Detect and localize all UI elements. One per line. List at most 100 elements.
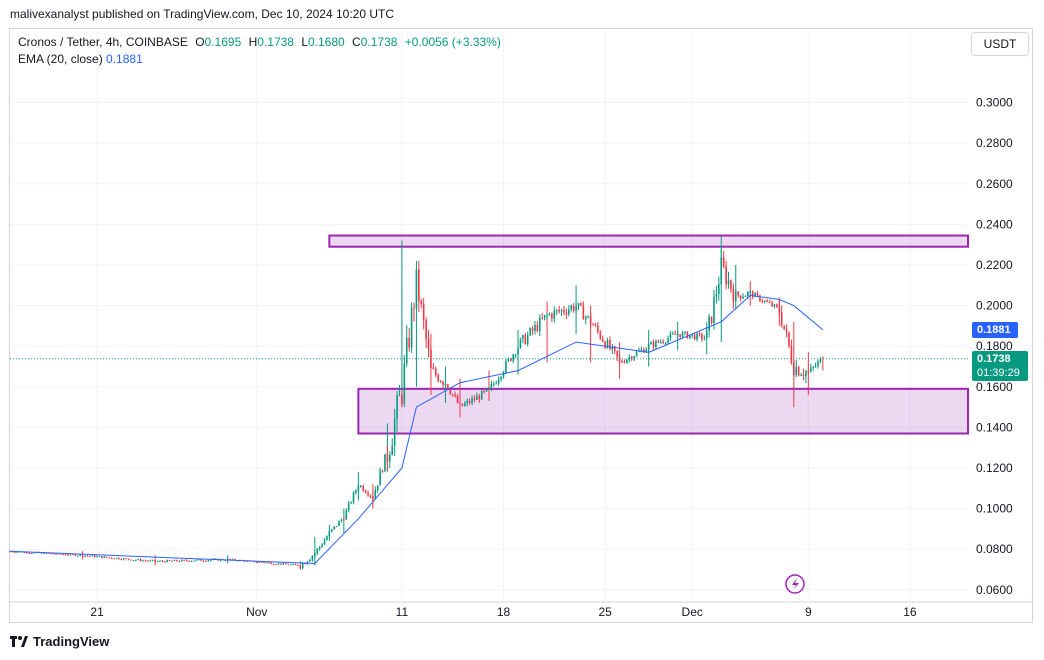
- y-tick-label: 0.2200: [976, 258, 1013, 272]
- candle-body: [304, 563, 306, 565]
- candle-body: [188, 560, 190, 562]
- candle-body: [674, 333, 677, 335]
- candle-body: [28, 552, 31, 554]
- lightning-icon[interactable]: [785, 574, 805, 594]
- low-value: 0.1680: [308, 35, 345, 49]
- candle-body: [761, 300, 764, 302]
- candle-body: [759, 295, 761, 301]
- tradingview-logo[interactable]: TradingView: [10, 634, 109, 649]
- candles: [9, 236, 824, 570]
- candle-body: [161, 560, 164, 562]
- candle-body: [190, 560, 193, 562]
- candle-body: [805, 371, 807, 377]
- candle-body: [74, 554, 77, 556]
- candle-body: [364, 490, 367, 493]
- candle-body: [662, 341, 664, 343]
- candle-body: [432, 368, 435, 370]
- candle-body: [715, 294, 718, 297]
- candle-body: [582, 305, 585, 320]
- candle-body: [427, 339, 430, 350]
- candle-body: [134, 559, 137, 561]
- last-price-tag: 0.1738 01:39:29: [972, 350, 1028, 381]
- candle-body: [645, 349, 648, 353]
- y-axis[interactable]: 0.3000 0.2800 0.2600 0.2400 0.2200 0.2000 0.18…: [976, 96, 1013, 597]
- candle-body: [147, 560, 149, 562]
- candle-body: [635, 351, 638, 357]
- candle-body: [420, 301, 423, 305]
- candle-body: [802, 375, 805, 377]
- candle-body: [597, 325, 599, 332]
- candle-body: [517, 348, 519, 355]
- candle-body: [393, 419, 396, 446]
- currency-button[interactable]: USDT: [971, 32, 1029, 56]
- candle-body: [76, 555, 79, 557]
- candle-body: [311, 555, 314, 560]
- candle-body: [292, 564, 294, 566]
- candle-body: [575, 305, 577, 311]
- candle-body: [766, 300, 769, 302]
- candle-body: [643, 349, 645, 353]
- candle-body: [224, 560, 227, 562]
- change-value: +0.0056 (+3.33%): [404, 35, 501, 49]
- candle-body: [783, 325, 785, 329]
- ema-label[interactable]: EMA (20, close): [18, 52, 103, 66]
- candle-body: [705, 330, 708, 339]
- candle-body: [606, 340, 609, 348]
- candle-body: [137, 559, 140, 561]
- candle-body: [45, 552, 48, 554]
- candle-body: [539, 317, 541, 332]
- candle-body: [362, 485, 365, 491]
- y-tick-label: 0.2400: [976, 217, 1013, 231]
- symbol-title[interactable]: Cronos / Tether, 4h, COINBASE: [18, 35, 188, 49]
- candle-body: [86, 555, 89, 557]
- candle-body: [195, 559, 198, 561]
- candle-body: [768, 301, 771, 303]
- open-label: O: [195, 35, 205, 49]
- candle-body: [754, 293, 756, 298]
- candle-body: [461, 403, 464, 406]
- candle-body: [437, 375, 439, 382]
- candle-body: [507, 358, 510, 362]
- candle-body: [277, 563, 280, 565]
- candle-body: [652, 342, 655, 348]
- candle-body: [200, 559, 202, 561]
- candle-body: [103, 556, 106, 558]
- candle-body: [142, 560, 144, 562]
- ema-legend: EMA (20, close) 0.1881: [18, 52, 143, 66]
- candle-body: [115, 557, 118, 559]
- candle-body: [568, 309, 570, 315]
- candle-body: [309, 559, 311, 562]
- candle-body: [376, 485, 379, 491]
- candle-body: [127, 558, 130, 560]
- x-axis[interactable]: 21 Nov 11 18 25 Dec 9 16: [10, 601, 1032, 619]
- candle-body: [713, 296, 715, 324]
- candle-body: [379, 470, 381, 486]
- candle-body: [330, 529, 333, 532]
- candle-body: [659, 341, 662, 343]
- y-tick-label: 0.1800: [976, 339, 1013, 353]
- candle-body: [451, 394, 454, 396]
- candle-body: [434, 368, 437, 376]
- candle-body: [730, 280, 732, 289]
- candle-body: [299, 565, 302, 569]
- candle-body: [91, 555, 94, 557]
- candle-body: [710, 316, 713, 324]
- candle-body: [357, 486, 360, 491]
- tv-logo-icon: [10, 635, 28, 648]
- candle-body: [604, 341, 606, 348]
- candle-body: [725, 266, 727, 285]
- candle-body: [809, 367, 812, 372]
- candle-body: [415, 269, 418, 309]
- candle-body: [202, 560, 205, 562]
- candle-body: [444, 384, 447, 386]
- candle-body: [817, 361, 819, 366]
- candle-body: [207, 560, 210, 562]
- candle-body: [318, 546, 321, 549]
- candle-body: [558, 309, 560, 312]
- candle-body: [505, 361, 507, 373]
- candle-body: [570, 305, 573, 310]
- candle-body: [93, 555, 96, 558]
- y-tick-label: 0.1200: [976, 461, 1013, 475]
- candle-body: [151, 560, 154, 562]
